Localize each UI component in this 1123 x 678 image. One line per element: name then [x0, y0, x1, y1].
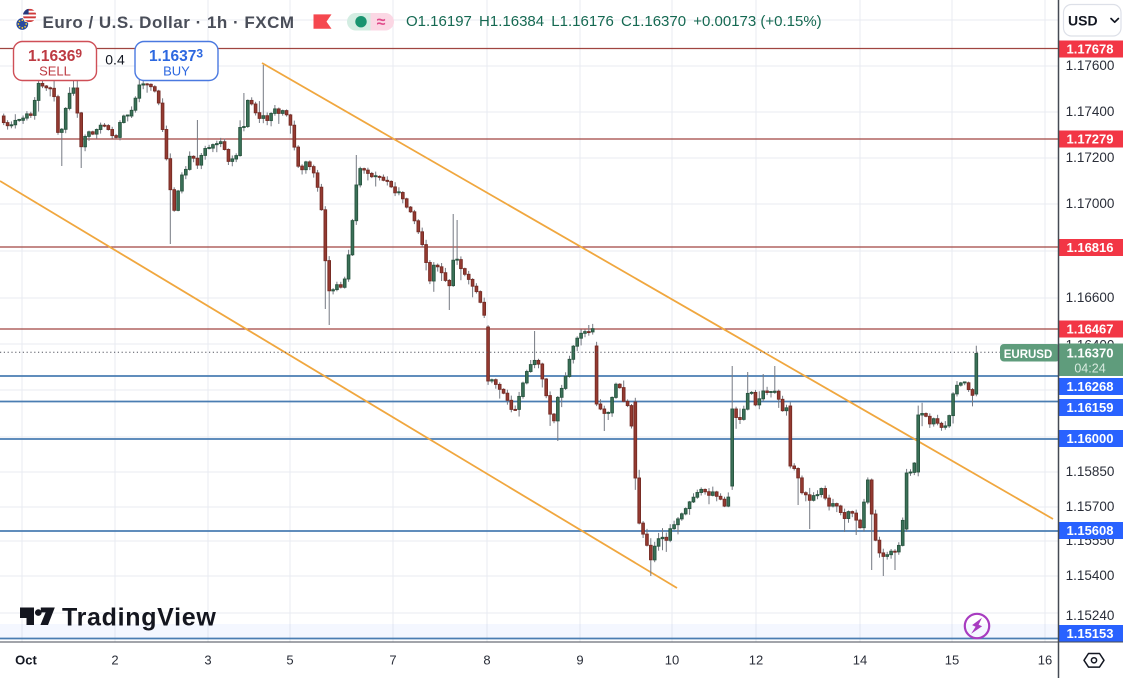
- svg-text:1.16000: 1.16000: [1067, 431, 1114, 446]
- svg-text:1.16370: 1.16370: [1067, 346, 1114, 361]
- svg-text:TradingView: TradingView: [62, 604, 217, 632]
- svg-text:1.16369: 1.16369: [28, 47, 82, 66]
- svg-text:1.15700: 1.15700: [1066, 499, 1115, 514]
- svg-text:16: 16: [1038, 653, 1052, 668]
- svg-text:SELL: SELL: [39, 64, 71, 79]
- svg-text:2: 2: [111, 653, 118, 668]
- svg-text:EURUSD: EURUSD: [1004, 349, 1053, 361]
- svg-text:15: 15: [945, 653, 959, 668]
- svg-text:1.15608: 1.15608: [1067, 523, 1114, 538]
- svg-text:10: 10: [665, 653, 679, 668]
- svg-text:3: 3: [204, 653, 211, 668]
- svg-text:1.16373: 1.16373: [149, 47, 203, 66]
- svg-text:BUY: BUY: [163, 64, 190, 79]
- svg-text:1.17279: 1.17279: [1067, 131, 1114, 146]
- svg-text:0.4: 0.4: [105, 52, 125, 68]
- svg-text:12: 12: [749, 653, 763, 668]
- svg-text:04:24: 04:24: [1074, 362, 1105, 376]
- svg-text:1.16159: 1.16159: [1067, 400, 1114, 415]
- svg-text:1.15400: 1.15400: [1066, 568, 1115, 583]
- svg-text:14: 14: [853, 653, 867, 668]
- svg-text:O1.16197 H1.16384 L1.16176: O1.16197 H1.16384 L1.16176 C1.16370 +0.0…: [406, 13, 822, 30]
- svg-text:1.16268: 1.16268: [1067, 379, 1114, 394]
- svg-text:1.17600: 1.17600: [1066, 58, 1115, 73]
- svg-text:5: 5: [286, 653, 293, 668]
- svg-text:1.17678: 1.17678: [1067, 41, 1114, 56]
- svg-text:1.16600: 1.16600: [1066, 290, 1115, 305]
- svg-text:Oct: Oct: [15, 653, 37, 668]
- svg-text:Euro / U.S. Dollar · 1h · FXCM: Euro / U.S. Dollar · 1h · FXCM: [43, 13, 295, 32]
- svg-text:9: 9: [576, 653, 583, 668]
- svg-text:1.15153: 1.15153: [1067, 626, 1114, 641]
- svg-text:1.17200: 1.17200: [1066, 150, 1115, 165]
- svg-text:1.16467: 1.16467: [1067, 321, 1114, 336]
- svg-text:1.15850: 1.15850: [1066, 464, 1115, 479]
- svg-text:1.17400: 1.17400: [1066, 104, 1115, 119]
- svg-text:7: 7: [389, 653, 396, 668]
- svg-text:1.15240: 1.15240: [1066, 608, 1115, 623]
- svg-text:8: 8: [483, 653, 490, 668]
- svg-text:≈: ≈: [377, 14, 386, 31]
- svg-text:1.17000: 1.17000: [1066, 196, 1115, 211]
- svg-text:USD: USD: [1068, 13, 1098, 29]
- svg-text:1.16816: 1.16816: [1067, 240, 1114, 255]
